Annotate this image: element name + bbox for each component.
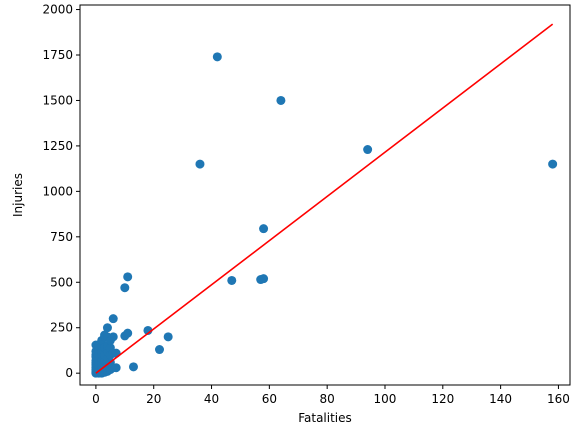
x-tick-label: 120 <box>431 392 454 406</box>
y-tick-label: 250 <box>50 321 73 335</box>
data-point <box>123 328 133 338</box>
data-point <box>227 275 237 285</box>
data-point <box>548 159 558 169</box>
x-tick-label: 60 <box>262 392 277 406</box>
data-point <box>212 52 222 62</box>
y-tick-label: 1250 <box>42 139 73 153</box>
data-point <box>276 95 286 105</box>
data-point <box>111 348 121 358</box>
data-point <box>123 272 133 282</box>
data-point <box>120 283 130 293</box>
x-tick-label: 140 <box>489 392 512 406</box>
data-point <box>195 159 205 169</box>
x-tick-label: 160 <box>547 392 570 406</box>
x-tick-label: 40 <box>204 392 219 406</box>
y-tick-label: 500 <box>50 275 73 289</box>
data-point <box>155 345 164 355</box>
y-tick-label: 0 <box>65 366 73 380</box>
fit-line <box>95 23 554 374</box>
fit-line-layer <box>95 23 554 374</box>
y-tick-label: 750 <box>50 230 73 244</box>
data-point <box>128 362 138 372</box>
y-tick-label: 1500 <box>42 93 73 107</box>
x-tick-label: 100 <box>374 392 397 406</box>
data-point <box>363 145 373 155</box>
data-point <box>108 332 118 342</box>
x-tick-label: 0 <box>92 392 100 406</box>
y-tick-label: 1750 <box>42 48 73 62</box>
y-tick-label: 2000 <box>42 3 73 17</box>
data-point <box>143 325 153 335</box>
x-tick-label: 80 <box>320 392 335 406</box>
y-tick-label: 1000 <box>42 184 73 198</box>
axes-frame <box>79 4 571 386</box>
data-point <box>259 224 269 234</box>
x-tick-label: 20 <box>146 392 161 406</box>
data-point <box>163 332 173 342</box>
data-point <box>102 323 112 333</box>
data-point <box>111 363 121 373</box>
y-axis-ticks: 0 250 500 750 1000 1250 1500 1750 2000 <box>42 3 80 380</box>
data-point <box>108 314 118 324</box>
data-point <box>259 274 269 284</box>
x-axis-ticks: 0 20 40 60 80 100 120 140 160 <box>92 385 570 406</box>
y-axis-label: Injuries <box>11 173 25 217</box>
plot-area <box>80 5 570 385</box>
x-axis-label: Fatalities <box>298 411 352 425</box>
